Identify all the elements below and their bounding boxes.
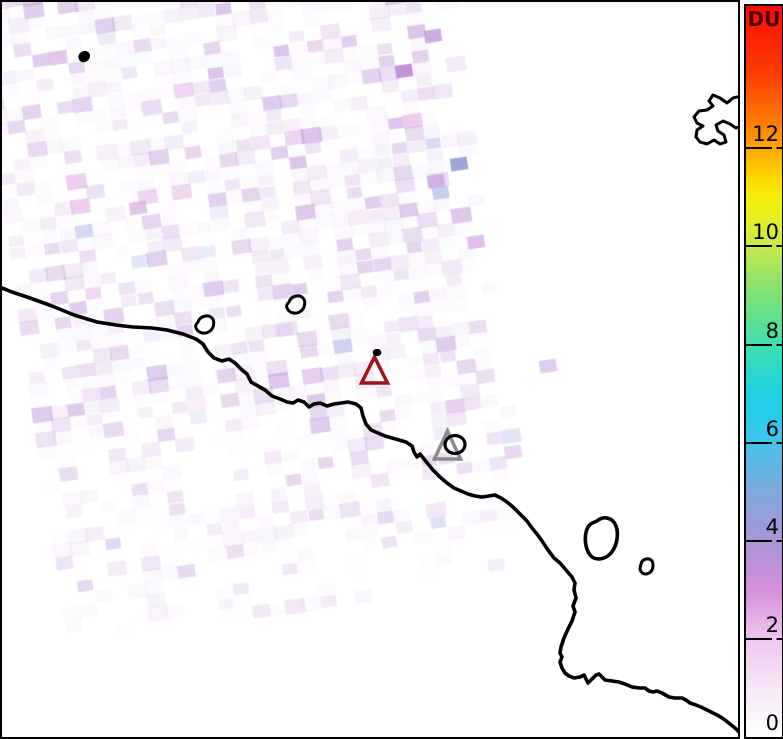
colorbar-tick-line [746,441,782,444]
summit-dot [372,348,382,357]
lake-ring-southeast [583,516,620,561]
colorbar-tick-label: 2 [765,612,779,637]
colorbar: DU 12 10 8 6 4 2 0 [744,4,783,739]
colorbar-tick-label: 8 [765,318,779,343]
colorbar-tick-label: 10 [752,220,779,245]
colorbar-tick-label: 12 [752,122,779,147]
volcano-triangle-red [358,353,391,385]
colorbar-gradient [746,6,782,737]
colorbar-tick-label: 6 [765,416,779,441]
colorbar-tick-line [746,147,782,150]
coastline-overlay [2,51,738,734]
colorbar-unit-label: DU [747,7,781,31]
map-viewport [0,0,740,739]
colorbar-tick-label: 4 [765,514,779,539]
colorbar-tick-line [746,245,782,248]
colorbar-tick-label: 0 [765,711,779,735]
colorbar-tick-line [746,343,782,346]
colorbar-tick-line [746,539,782,542]
ring-marker [443,433,467,456]
islet-filled-northwest [78,51,90,63]
island-oval-west [194,314,216,335]
volcano-triangle-gray [431,426,464,461]
peninsula-northeast [692,93,738,146]
islet-southeast [638,557,655,576]
coastline-main [2,286,738,734]
colorbar-tick-line [746,637,782,640]
island-oval-mid [285,294,307,315]
